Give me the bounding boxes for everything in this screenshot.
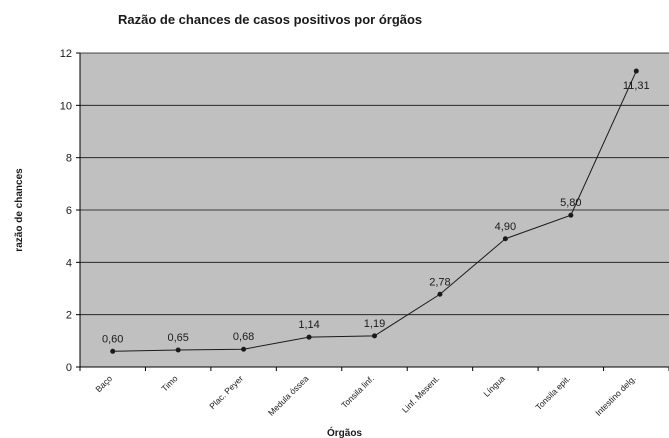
data-point [175,347,181,353]
x-tick-label: Tonsila linf. [339,373,376,410]
data-label: 1,19 [364,318,385,330]
x-tick-label: Intestino delg. [593,373,638,418]
x-tick-label: Linf. Mesent. [400,373,441,414]
y-axis-ticks: 0 2 4 6 8 10 12 [60,48,669,374]
x-tick-label: Timo [159,373,179,393]
x-tick-label: Tonsila epit. [533,373,572,412]
data-point [633,68,639,74]
grid-lines [80,52,669,316]
data-point [568,212,574,218]
chart-title: Razão de chances de casos positivos por … [118,12,422,27]
y-tick-label: 6 [66,205,72,217]
data-point [306,334,312,340]
x-tick-label: Língua [481,373,507,399]
x-tick-label: Medula óssea [266,373,311,418]
data-labels: 0,60 0,65 0,68 1,14 1,19 2,78 4,90 5,80 11,31 [102,80,650,345]
x-tick-label: Baço [93,373,114,394]
data-label: 5,80 [560,197,581,209]
data-label: 0,68 [233,331,254,343]
y-tick-label: 2 [66,310,72,322]
data-label: 2,78 [429,276,450,288]
y-axis-label: razão de chances [14,168,25,252]
data-point [437,291,443,297]
y-tick-label: 4 [66,257,72,269]
x-axis-ticks: Baço Timo Plac. Peyer Medula óssea Tonsila l… [79,367,669,418]
data-point [241,346,247,352]
data-points [110,68,639,354]
data-label: 0,65 [167,332,188,344]
data-label: 11,31 [623,80,650,92]
x-axis-label: Órgãos [327,426,362,438]
data-label: 0,60 [102,333,123,345]
x-tick-label: Plac. Peyer [207,373,245,411]
data-point [110,348,116,354]
data-label: 1,14 [298,319,319,331]
y-tick-label: 12 [60,48,72,60]
data-point [372,333,377,339]
data-point [502,236,508,242]
y-tick-label: 8 [66,153,72,165]
y-tick-label: 0 [66,362,72,374]
data-label: 4,90 [495,221,516,233]
y-tick-label: 10 [60,100,72,112]
